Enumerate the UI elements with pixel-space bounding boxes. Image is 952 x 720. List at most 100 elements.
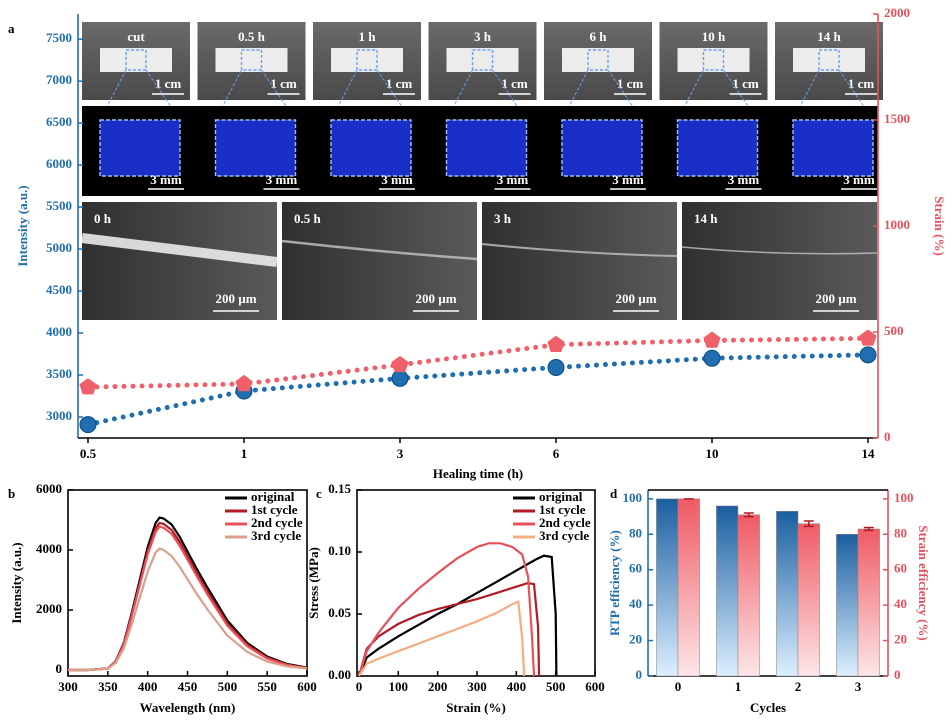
legend-label: 1st cycle xyxy=(251,502,298,517)
photo-label: 14 h xyxy=(817,29,841,44)
marker xyxy=(79,378,97,395)
scale-label: 3 mm xyxy=(497,172,529,187)
y-tick-label: 5000 xyxy=(46,240,72,255)
fluorescence-image xyxy=(561,119,643,177)
marker xyxy=(547,358,565,376)
marker xyxy=(703,331,721,348)
sample-strip xyxy=(562,48,634,72)
scale-label: 200 µm xyxy=(215,291,256,306)
legend-label: 2nd cycle xyxy=(251,515,303,530)
scale-label: 1 cm xyxy=(155,76,182,91)
y-tick-label: 40 xyxy=(894,596,907,611)
x-tick-label: 100 xyxy=(389,679,409,694)
axis-title: Strain (%) xyxy=(932,196,947,256)
y-tick-label: 60 xyxy=(629,561,642,576)
legend-label: original xyxy=(539,489,583,504)
scale-label: 200 µm xyxy=(615,291,656,306)
zoom-box xyxy=(587,49,609,71)
panel-label: c xyxy=(316,486,322,501)
y-tick-label: 4000 xyxy=(36,541,62,556)
y-tick-label: 20 xyxy=(629,632,642,647)
fluorescence-image xyxy=(676,119,759,177)
y-tick-label: 6000 xyxy=(36,481,62,496)
line xyxy=(68,525,308,672)
error-bar xyxy=(863,526,874,532)
scale-label: 1 cm xyxy=(617,76,644,91)
line xyxy=(68,521,308,672)
x-tick-label: 300 xyxy=(467,679,487,694)
panel-label: d xyxy=(610,486,618,501)
marker xyxy=(547,335,565,352)
axis-title: Strain efficiency (%) xyxy=(916,525,931,641)
scale-label: 3 mm xyxy=(150,172,182,187)
x-tick-label: 0.5 xyxy=(80,446,97,461)
fluorescence-image xyxy=(792,119,874,177)
axis-title: Intensity (a.u.) xyxy=(15,185,30,266)
crack xyxy=(481,243,678,257)
y-tick-label: 1500 xyxy=(884,111,910,126)
x-tick-label: 1 xyxy=(241,446,248,461)
sem-image xyxy=(482,202,677,320)
y-tick-label: 7500 xyxy=(46,30,72,45)
axis-title: RTP efficiency (%) xyxy=(607,530,622,636)
y-tick-label: 5500 xyxy=(46,198,72,213)
y-tick-label: 3500 xyxy=(46,366,72,381)
bar xyxy=(716,505,739,677)
marker xyxy=(859,346,877,364)
legend-label: 3rd cycle xyxy=(539,528,589,543)
photo-label: 0.5 h xyxy=(238,29,266,44)
zoom-box xyxy=(818,49,840,71)
marker xyxy=(703,349,721,367)
x-tick-label: 600 xyxy=(585,679,605,694)
x-tick-label: 400 xyxy=(507,679,527,694)
axis-title: Stress (MPa) xyxy=(306,547,321,619)
x-tick-label: 500 xyxy=(218,679,238,694)
marker xyxy=(859,329,877,346)
axis-title: Strain (%) xyxy=(446,700,506,715)
sample-strip xyxy=(793,48,865,72)
bar xyxy=(776,511,799,677)
x-tick-label: 450 xyxy=(178,679,198,694)
crack xyxy=(281,239,478,261)
x-tick-label: 600 xyxy=(297,679,317,694)
panel-label: a xyxy=(8,21,15,36)
x-tick-label: 500 xyxy=(546,679,566,694)
marker xyxy=(235,374,253,392)
line xyxy=(68,547,308,672)
scale-label: 1 cm xyxy=(848,76,875,91)
axis-title: Cycles xyxy=(750,700,786,715)
sample-strip xyxy=(677,48,750,72)
y-tick-label: 500 xyxy=(884,323,904,338)
error-bar xyxy=(743,512,754,518)
marker xyxy=(391,369,409,387)
axis-title: Wavelength (nm) xyxy=(140,700,236,715)
bar xyxy=(797,523,820,677)
line xyxy=(358,600,526,677)
zoom-box xyxy=(702,49,725,71)
x-tick-label: 10 xyxy=(706,446,719,461)
sem-label: 0 h xyxy=(94,211,112,226)
y-tick-label: 100 xyxy=(623,490,643,505)
y-tick-label: 0 xyxy=(56,661,63,676)
y-tick-label: 60 xyxy=(894,561,907,576)
y-tick-label: 4500 xyxy=(46,282,72,297)
x-tick-label: 14 xyxy=(862,446,876,461)
x-tick-label: 300 xyxy=(58,679,78,694)
scale-label: 200 µm xyxy=(415,291,456,306)
y-tick-label: 80 xyxy=(894,525,907,540)
photo-label: 3 h xyxy=(474,29,492,44)
scale-label: 3 mm xyxy=(728,172,760,187)
fluorescence-image xyxy=(99,119,181,177)
fluorescence-image xyxy=(445,119,528,177)
x-tick-label: 350 xyxy=(98,679,118,694)
y-tick-label: 2000 xyxy=(36,601,62,616)
sem-label: 0.5 h xyxy=(294,211,322,226)
scale-label: 3 mm xyxy=(266,172,298,187)
crack xyxy=(81,233,278,267)
y-tick-label: 1000 xyxy=(884,217,910,232)
legend-label: original xyxy=(251,489,295,504)
fluorescence-image xyxy=(330,119,412,177)
sem-image xyxy=(282,202,477,320)
photo-label: 6 h xyxy=(590,29,608,44)
photo-label: 10 h xyxy=(702,29,726,44)
